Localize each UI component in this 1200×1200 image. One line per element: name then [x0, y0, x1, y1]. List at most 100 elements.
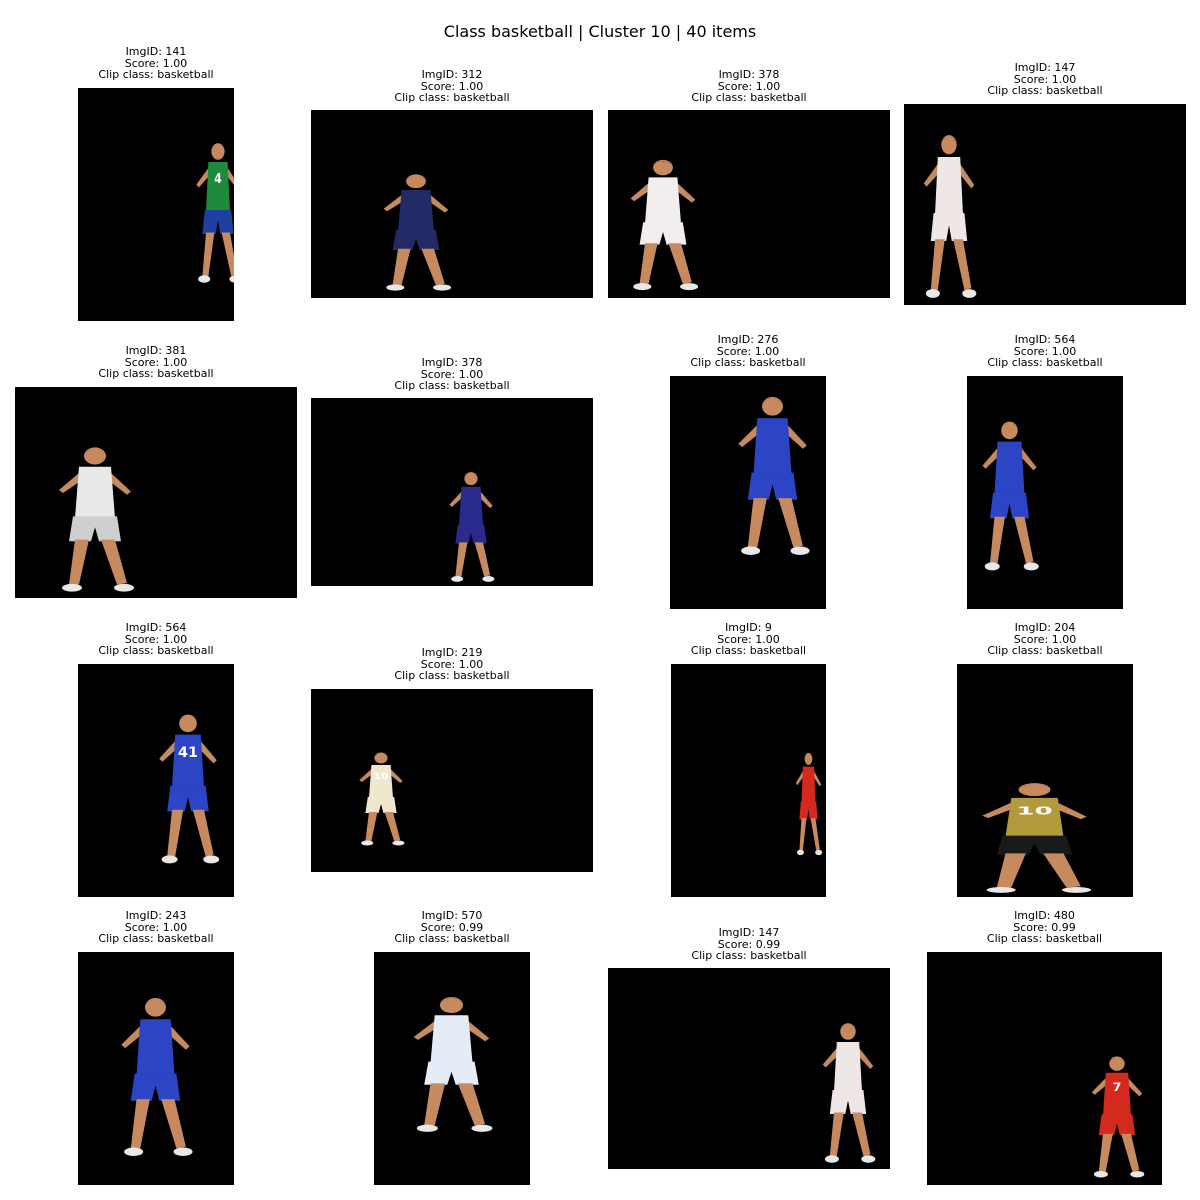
caption-score: Score: 1.00 [1013, 632, 1077, 646]
player-shoe-right [482, 575, 495, 582]
player-leg-right [474, 542, 491, 577]
player-shoe-right [1023, 562, 1039, 571]
jersey-number: 41 [178, 745, 198, 761]
player-arm-right [1051, 802, 1087, 820]
caption-img-id: ImgID: 564 [1014, 333, 1076, 346]
player-head [840, 1023, 856, 1040]
player-shoe-left [741, 546, 761, 556]
player-leg-left [799, 818, 807, 851]
player-leg-right [421, 248, 445, 285]
caption-img-id: ImgID: 564 [125, 621, 187, 634]
tile-caption: ImgID: 480 Score: 0.99 Clip class: basketb… [945, 910, 1145, 945]
caption-clip-class: Clip class: basketball [987, 356, 1103, 369]
player-hair [840, 1024, 856, 1030]
player-figure: 4 [196, 143, 234, 283]
player-arm-right [197, 741, 217, 764]
tile-caption: ImgID: 564 Score: 1.00 Clip class: basketb… [56, 622, 256, 657]
player-head [211, 143, 225, 160]
player-figure [413, 997, 493, 1132]
player-leg-right [457, 1083, 486, 1126]
player-shorts [996, 835, 1073, 855]
player-photo: 10 [311, 689, 593, 872]
player-shoe-left [796, 849, 804, 856]
player-hair [145, 999, 166, 1006]
caption-clip-class: Clip class: basketball [690, 356, 806, 369]
player-leg-right [221, 232, 234, 276]
player-arm-left [359, 769, 374, 782]
player-arm-right [464, 1021, 490, 1042]
player-shorts [747, 472, 798, 500]
player-shorts [829, 1090, 867, 1114]
player-shoe-right [1062, 886, 1092, 893]
player-leg-left [424, 1083, 446, 1126]
player-jersey [994, 441, 1025, 495]
caption-clip-class: Clip class: basketball [98, 68, 214, 81]
caption-img-id: ImgID: 147 [1014, 61, 1076, 74]
player-hair [374, 753, 388, 757]
tile-caption: ImgID: 381 Score: 1.00 Clip class: basketb… [56, 345, 256, 380]
player-shorts [930, 213, 968, 241]
player-photo [967, 376, 1123, 609]
player-leg-left [130, 1099, 150, 1149]
caption-score: Score: 1.00 [1013, 72, 1077, 86]
player-figure: 10 [359, 752, 405, 846]
player-figure [59, 447, 134, 592]
player-shoe-left [161, 855, 178, 864]
player-jersey [1005, 797, 1064, 837]
player-leg-right [1121, 1133, 1140, 1172]
player-photo: 41 [78, 664, 234, 897]
player-jersey [459, 486, 483, 526]
player-shoe-right [203, 855, 220, 864]
player-arm-right [783, 425, 807, 449]
player-head [1018, 783, 1051, 797]
player-shoe-left [824, 1155, 839, 1163]
player-hair [406, 175, 426, 180]
player-shoe-left [361, 840, 374, 846]
caption-img-id: ImgID: 381 [125, 344, 187, 357]
player-shoe-right [114, 583, 134, 592]
player-leg-right [384, 812, 401, 841]
caption-clip-class: Clip class: basketball [98, 932, 214, 945]
player-photo: 10 [957, 664, 1133, 897]
player-jersey [935, 157, 963, 215]
player-hair [84, 448, 106, 455]
player-hair [439, 998, 464, 1004]
player-jersey [645, 177, 681, 224]
player-hair [211, 144, 225, 150]
player-leg-right [161, 1099, 186, 1149]
player-head [406, 174, 426, 189]
jersey-number: 10 [1016, 805, 1052, 817]
jersey-number: 4 [214, 171, 222, 186]
player-leg-left [829, 1112, 844, 1156]
player-shoe-right [173, 1147, 193, 1157]
player-hair [941, 136, 957, 143]
player-photo [670, 376, 826, 609]
caption-clip-class: Clip class: basketball [691, 949, 807, 962]
tile-caption: ImgID: 141 Score: 1.00 Clip class: basketb… [56, 46, 256, 81]
player-head [1109, 1056, 1125, 1071]
player-jersey [430, 1015, 473, 1064]
player-shoe-left [984, 562, 1000, 571]
caption-score: Score: 1.00 [124, 920, 188, 934]
player-shorts [990, 492, 1029, 519]
player-shoe-left [451, 575, 464, 582]
caption-img-id: ImgID: 219 [421, 646, 483, 659]
player-shoe-right [861, 1155, 876, 1163]
player-arm-right [388, 769, 403, 783]
player-leg-right [1043, 853, 1081, 888]
player-arm-left [982, 448, 1001, 469]
player-photo [608, 968, 890, 1169]
player-arm-right [957, 164, 975, 189]
player-shoe-left [386, 284, 405, 291]
player-shoe-right [471, 1124, 493, 1132]
player-shorts [167, 785, 209, 812]
jersey-number: 7 [1113, 1080, 1122, 1093]
player-figure [449, 472, 495, 582]
player-figure [822, 1023, 876, 1163]
player-leg-right [810, 818, 820, 851]
player-jersey [369, 765, 393, 798]
player-head [804, 752, 813, 765]
player-shoe-right [433, 284, 452, 291]
player-shorts [1098, 1114, 1136, 1136]
player-arm-left [59, 473, 83, 494]
